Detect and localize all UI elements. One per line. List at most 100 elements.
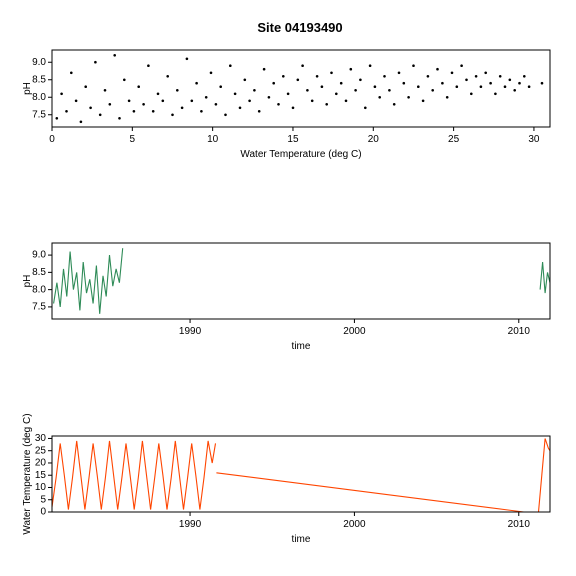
plot-frame (51, 49, 551, 128)
scatter-point (489, 81, 492, 85)
y-axis-label: Water Temperature (deg C) (22, 413, 33, 534)
scatter-point (349, 67, 353, 71)
scatter-point (108, 103, 112, 106)
scatter-point (238, 106, 242, 110)
scatter-point (378, 96, 382, 99)
y-tick-label: 15 (35, 470, 47, 481)
scatter-point (523, 75, 526, 78)
figure-title: Site 04193490 (257, 20, 342, 35)
scatter-point (127, 99, 131, 103)
scatter-point (498, 75, 502, 78)
scatter-point (388, 89, 391, 92)
scatter-point (224, 113, 227, 117)
y-tick-label: 0 (40, 507, 46, 518)
scatter-point (282, 75, 285, 78)
scatter-point (513, 89, 516, 92)
scatter-point (508, 78, 512, 82)
scatter-point (320, 85, 324, 88)
scatter-point (151, 110, 155, 113)
plot-frame (51, 435, 551, 513)
y-axis-label: pH (22, 275, 33, 288)
x-tick-label: 1990 (179, 519, 202, 530)
scatter-point (392, 103, 396, 106)
scatter-point (465, 78, 468, 82)
scatter-point (200, 110, 203, 113)
x-axis-label: time (292, 341, 311, 352)
scatter-point (441, 81, 444, 85)
scatter-point (325, 103, 329, 106)
scatter-point (359, 78, 362, 82)
scatter-point (248, 99, 251, 103)
scatter-point (98, 113, 102, 117)
x-tick-label: 0 (49, 134, 55, 145)
scatter-point (494, 92, 497, 96)
scatter-point (214, 103, 218, 106)
scatter-point (540, 81, 544, 85)
x-tick-label: 1990 (179, 326, 202, 337)
scatter-point (479, 85, 483, 88)
series-line (51, 440, 217, 510)
y-tick-label: 8.5 (32, 267, 46, 278)
scatter-point (79, 120, 83, 124)
scatter-point (89, 106, 92, 110)
scatter-point (335, 92, 338, 96)
y-tick-label: 7.5 (32, 109, 46, 120)
y-tick-label: 8.0 (32, 284, 46, 295)
scatter-point (412, 64, 415, 67)
scatter-point (161, 99, 165, 103)
y-tick-label: 10 (35, 482, 47, 493)
scatter-point (204, 96, 208, 99)
scatter-point (262, 67, 266, 71)
scatter-point (233, 92, 237, 96)
x-tick-label: 5 (130, 134, 136, 145)
scatter-point (272, 81, 276, 85)
scatter-point (445, 96, 449, 99)
x-tick-label: 10 (207, 134, 219, 145)
y-tick-label: 8.0 (32, 92, 46, 103)
scatter-point (296, 78, 300, 82)
scatter-point (166, 75, 169, 78)
ph_time-panel: 1990 2000 2010 7.5 8.0 8.5 9.0 time pH (22, 242, 551, 352)
scatter-point (74, 99, 78, 103)
y-tick-label: 9.0 (32, 57, 46, 68)
scatter-point (257, 110, 261, 113)
y-tick-label: 5 (40, 494, 46, 505)
scatter-point (229, 64, 232, 67)
scatter-point (397, 71, 401, 75)
scatter-point (118, 117, 121, 120)
series-line (216, 472, 524, 513)
x-tick-label: 2000 (343, 326, 366, 337)
scatter-point (421, 99, 425, 103)
scatter-point (402, 81, 406, 85)
scatter-point (344, 99, 348, 103)
x-tick-label: 25 (448, 134, 460, 145)
scatter-point (277, 103, 280, 106)
scatter-point (354, 89, 357, 92)
scatter-point (474, 75, 478, 78)
scatter-point (383, 75, 386, 78)
scatter-point (60, 92, 63, 96)
scatter-point (484, 71, 488, 75)
scatter-point (209, 71, 213, 75)
scatter-point (70, 71, 73, 75)
scatter-point (137, 85, 140, 88)
x-tick-label: 30 (528, 134, 540, 145)
scatter-point (527, 85, 531, 88)
y-tick-label: 25 (35, 445, 47, 456)
scatter-point (417, 85, 420, 88)
x-tick-label: 2000 (343, 519, 366, 530)
y-tick-label: 8.5 (32, 74, 46, 85)
scatter-point (450, 71, 454, 75)
scatter-point (65, 110, 68, 113)
scatter-point (132, 110, 136, 113)
scatter-point (310, 99, 314, 103)
x-tick-label: 2010 (508, 519, 531, 530)
x-tick-label: 2010 (508, 326, 531, 337)
scatter-point (306, 89, 309, 92)
series-line (539, 261, 551, 294)
scatter-point (460, 64, 463, 67)
y-tick-label: 30 (35, 433, 47, 444)
scatter-point (330, 71, 333, 75)
